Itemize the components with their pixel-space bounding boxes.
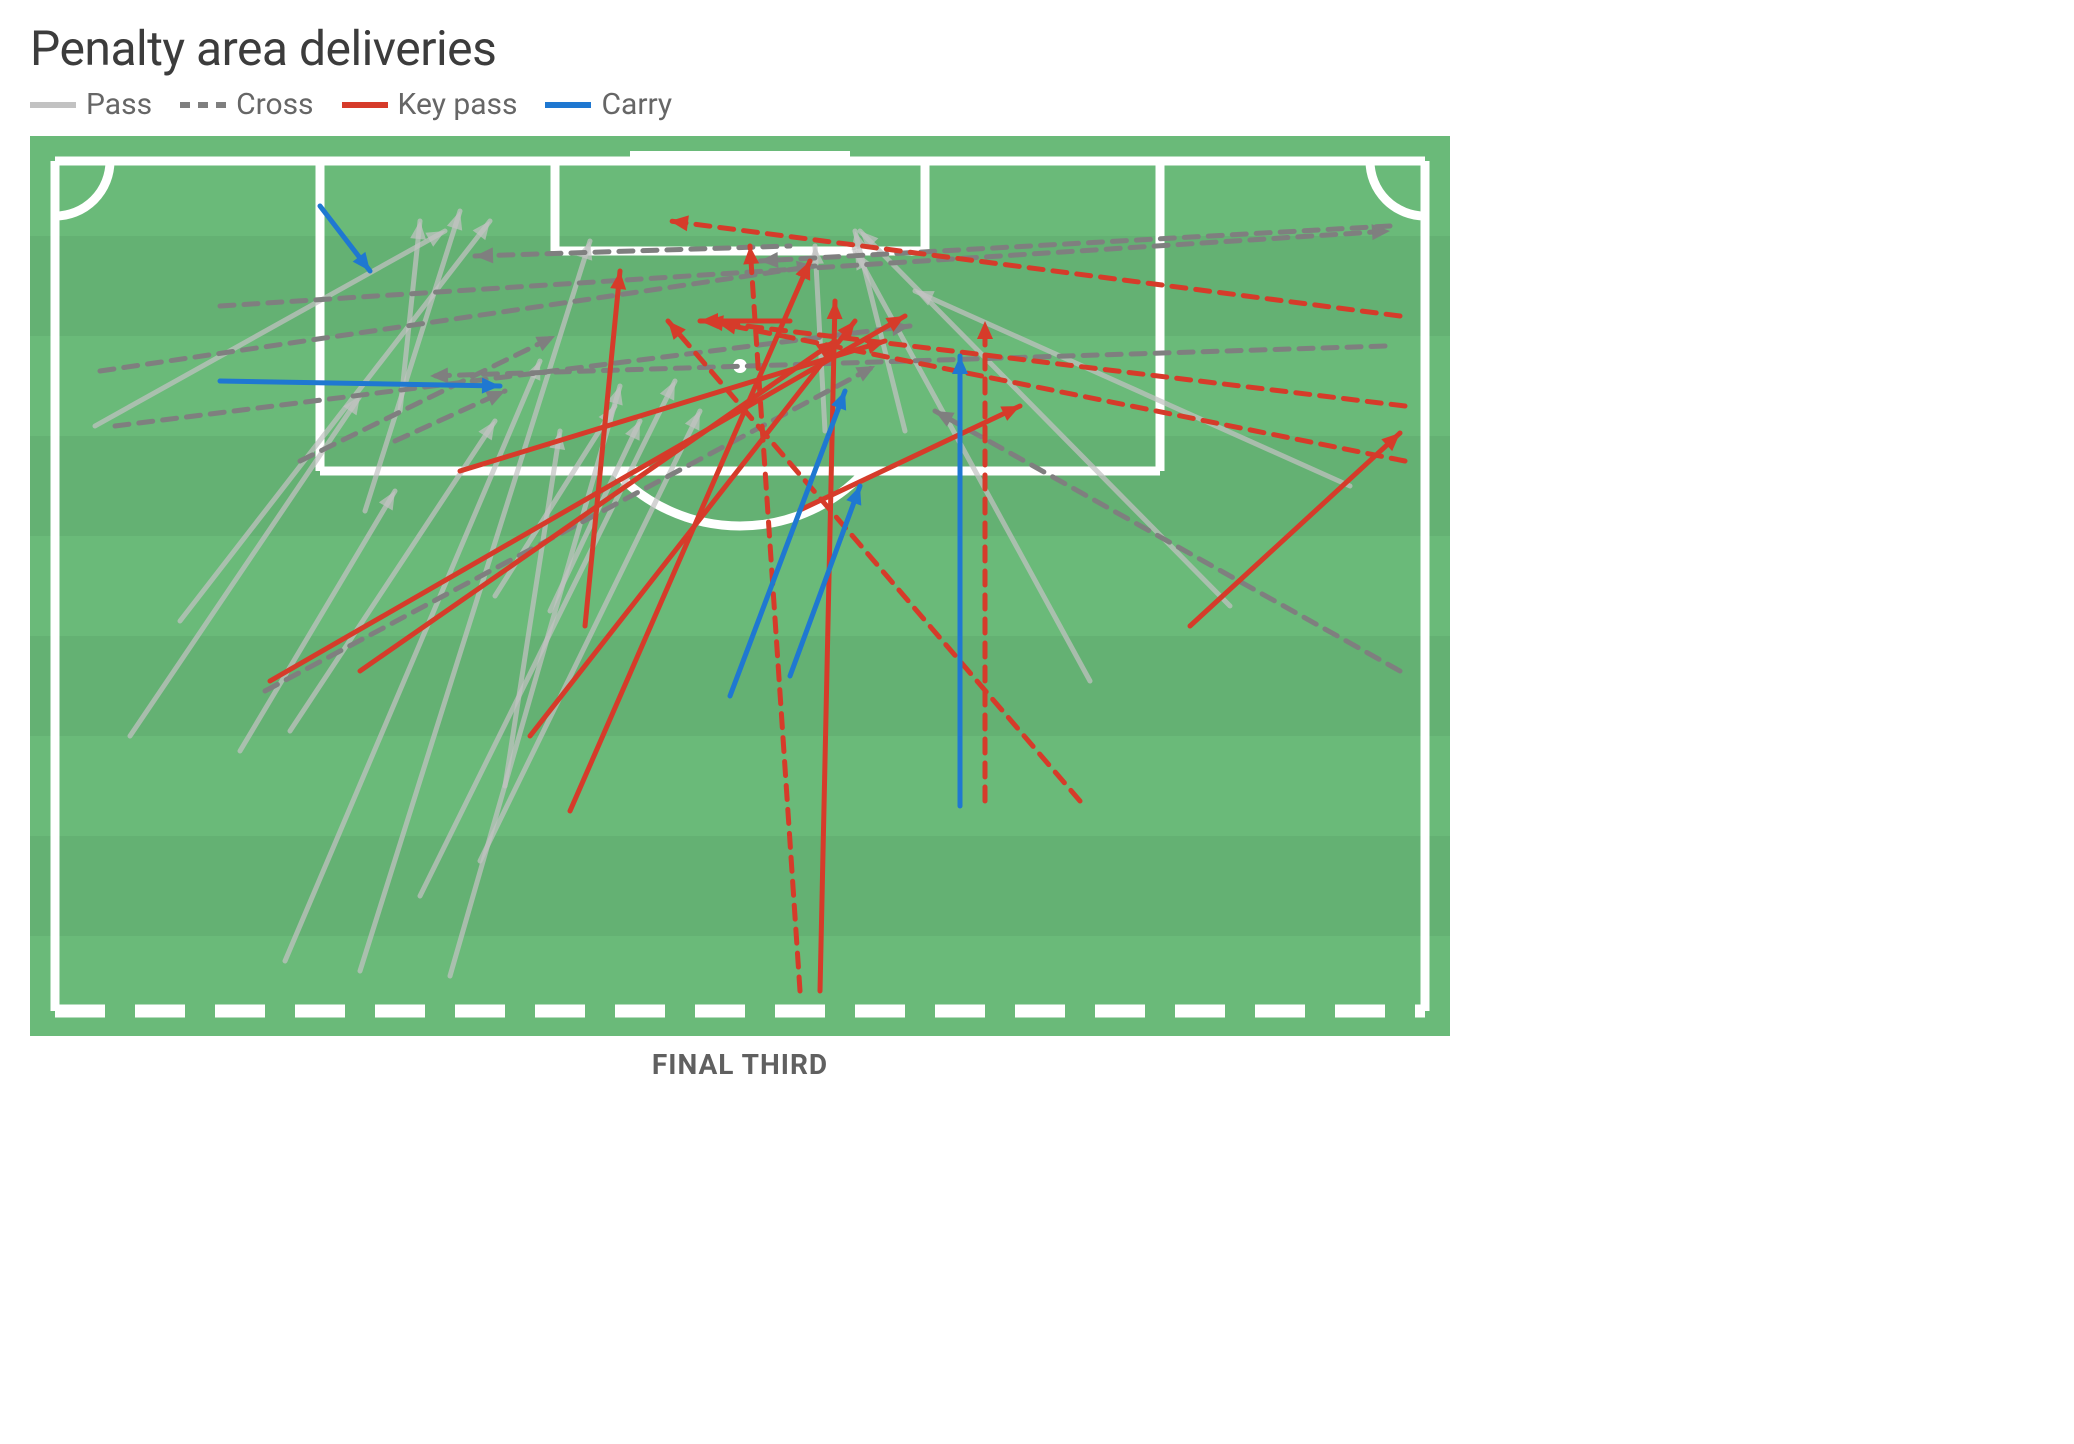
legend-label-pass: Pass <box>86 87 152 122</box>
pitch-container: FINAL THIRD <box>30 136 1450 1036</box>
legend-swatch-cross <box>180 102 226 108</box>
legend-item-pass: Pass <box>30 87 152 122</box>
final-third-label: FINAL THIRD <box>30 1048 1450 1081</box>
legend-item-carry: Carry <box>545 87 672 122</box>
pitch-svg <box>30 136 1450 1036</box>
legend-label-cross: Cross <box>236 87 313 122</box>
legend-swatch-pass <box>30 102 76 108</box>
legend-label-keypass: Key pass <box>398 87 518 122</box>
legend-swatch-keypass <box>342 102 388 108</box>
legend-item-keypass: Key pass <box>342 87 518 122</box>
legend: Pass Cross Key pass Carry <box>30 87 2044 122</box>
legend-swatch-carry <box>545 102 591 108</box>
legend-item-cross: Cross <box>180 87 313 122</box>
legend-label-carry: Carry <box>601 87 672 122</box>
chart-title: Penalty area deliveries <box>30 20 2044 77</box>
